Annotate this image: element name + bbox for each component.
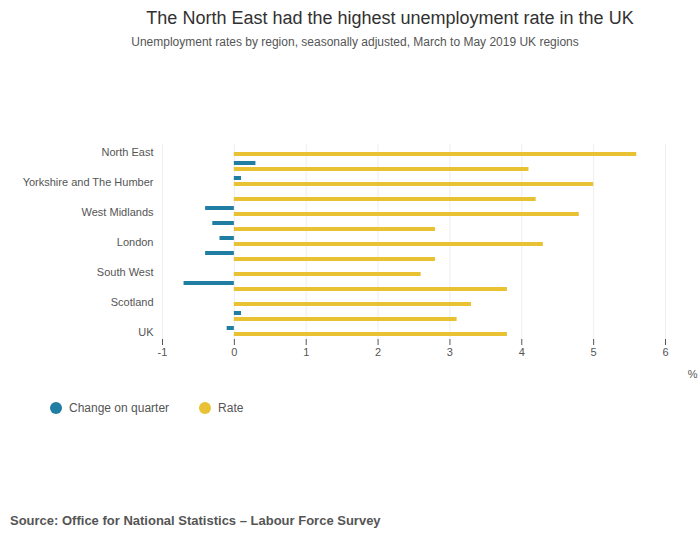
svg-text:5: 5 — [591, 346, 597, 358]
svg-text:0: 0 — [231, 346, 237, 358]
html-text:Source: Office for National St: Source: Office for National Statistics –… — [10, 513, 381, 528]
svg-text:Yorkshire and The Humber: Yorkshire and The Humber — [23, 176, 154, 188]
svg-text:4: 4 — [519, 346, 525, 358]
svg-text:South West: South West — [97, 266, 154, 278]
svg-text:6: 6 — [662, 346, 668, 358]
svg-text:London: London — [117, 236, 154, 248]
svg-text:3: 3 — [447, 346, 453, 358]
html-text:Unemployment rates by region,: Unemployment rates by region, seasonally… — [131, 35, 579, 49]
svg-text:%: % — [688, 368, 698, 380]
svg-text:2: 2 — [375, 346, 381, 358]
svg-text:Scotland: Scotland — [111, 296, 154, 308]
svg-text:UK: UK — [138, 326, 154, 338]
svg-text:West Midlands: West Midlands — [82, 206, 154, 218]
html-text:Change on quarter: Change on quarter — [69, 401, 170, 415]
svg-text:1: 1 — [303, 346, 309, 358]
html-text:The North East had the highest: The North East had the highest unemploym… — [146, 8, 634, 28]
html-text:Rate: Rate — [218, 401, 244, 415]
svg-text:-1: -1 — [158, 346, 168, 358]
svg-text:North East: North East — [102, 146, 154, 158]
